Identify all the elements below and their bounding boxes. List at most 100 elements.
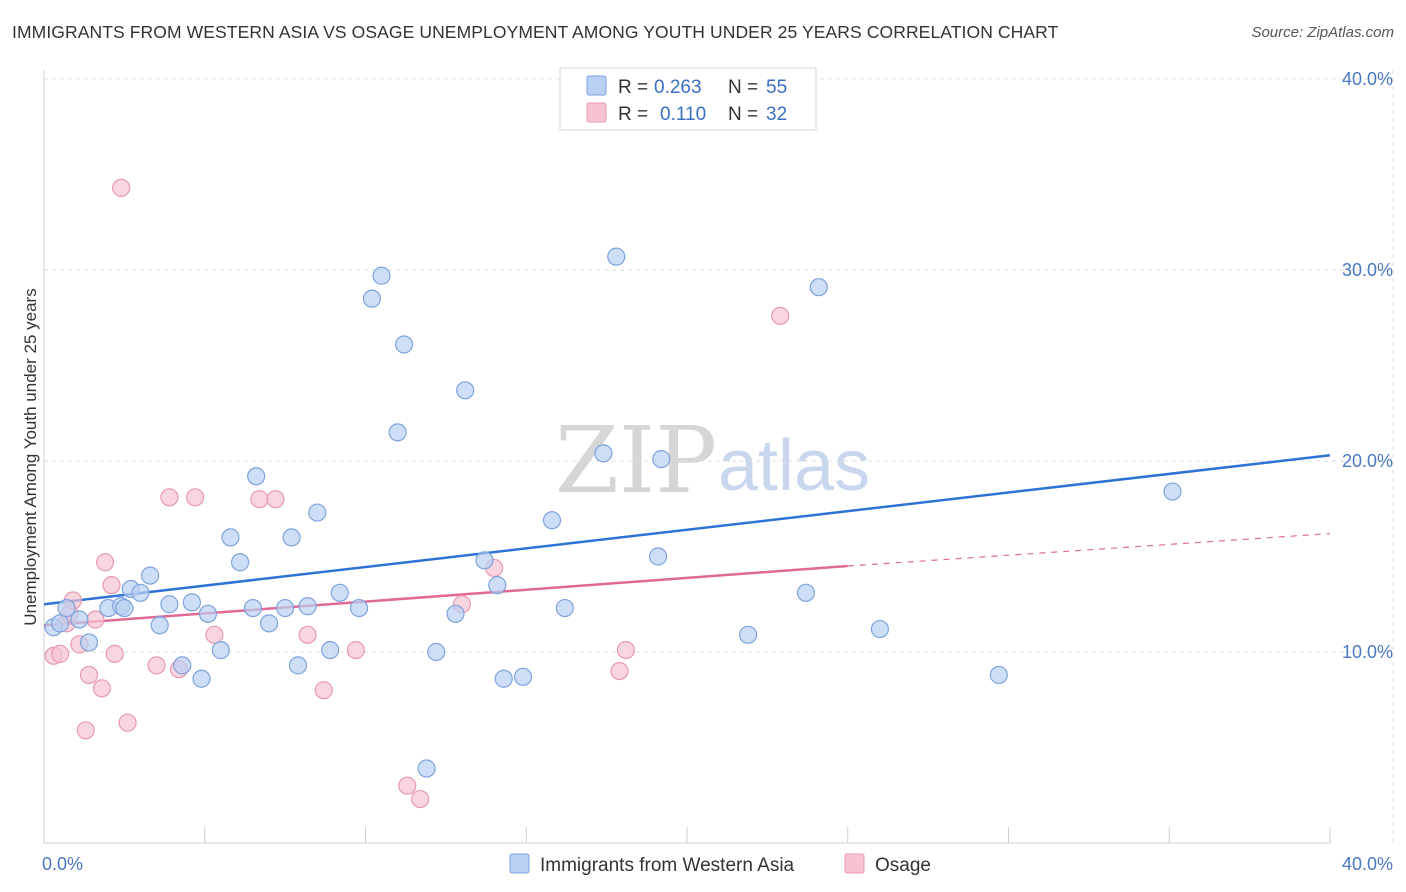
western-asia-point-54	[1163, 482, 1182, 501]
osage-point-12	[76, 721, 95, 740]
western-asia-point-1	[50, 614, 70, 633]
osage-point-30	[616, 640, 636, 660]
western-asia-point-14	[182, 593, 201, 612]
western-asia-point-35	[417, 759, 436, 778]
western-asia-point-37	[446, 604, 465, 623]
trendline-western-asia	[43, 454, 1331, 606]
osage-point-19	[205, 625, 224, 644]
osage-point-8	[92, 679, 111, 698]
series-legend: Immigrants from Western Asia Osage	[509, 853, 931, 876]
osage-point-26	[411, 789, 430, 809]
y-tick-label-10: 10.0%	[1342, 642, 1393, 662]
western-asia-point-7	[115, 598, 134, 618]
osage-point-16	[160, 488, 179, 507]
western-asia-point-9	[131, 583, 150, 602]
western-asia-point-11	[150, 616, 169, 635]
osage-point-10	[102, 576, 121, 595]
western-asia-point-17	[211, 640, 230, 660]
stats-legend: R = 0.263 N = 55 R = 0.110 N = 32	[559, 67, 817, 131]
source-credit: Source: ZipAtlas.com	[1251, 24, 1394, 41]
western-asia-point-52	[870, 619, 890, 639]
western-asia-point-43	[542, 511, 562, 530]
western-asia-point-32	[362, 289, 382, 308]
western-asia-points	[44, 247, 1182, 778]
trendlines	[43, 454, 1331, 627]
chart-title: IMMIGRANTS FROM WESTERN ASIA VS OSAGE UN…	[12, 22, 1059, 42]
western-asia-point-38	[456, 381, 475, 400]
stats-n-label-blue: N =	[728, 77, 758, 98]
stats-swatch-blue	[586, 75, 607, 96]
x-tick-label-min: 0.0%	[42, 854, 83, 874]
western-asia-point-31	[372, 266, 391, 285]
x-tick-label-max: 40.0%	[1342, 854, 1393, 874]
western-asia-point-40	[488, 576, 507, 595]
osage-point-18	[186, 488, 205, 507]
western-asia-point-49	[738, 625, 758, 644]
western-asia-point-15	[192, 669, 211, 688]
y-tick-label-40: 40.0%	[1342, 69, 1393, 89]
osage-point-20	[250, 490, 269, 509]
western-asia-point-16	[198, 604, 218, 623]
osage-point-29	[610, 661, 629, 681]
osage-point-25	[398, 776, 417, 795]
western-asia-point-29	[330, 583, 349, 602]
y-tick-labels: 10.0% 20.0% 30.0% 40.0%	[1342, 69, 1393, 662]
western-asia-point-21	[247, 467, 266, 486]
watermark-atlas: atlas	[718, 426, 870, 506]
western-asia-point-3	[70, 610, 89, 629]
western-asia-point-27	[308, 503, 327, 522]
western-asia-point-42	[513, 667, 533, 686]
western-asia-point-22	[259, 614, 279, 633]
x-ticks	[204, 827, 1331, 843]
osage-point-1	[50, 644, 70, 664]
stats-r-label-pink: R =	[618, 104, 648, 125]
western-asia-point-50	[796, 583, 816, 602]
western-asia-point-46	[607, 247, 626, 266]
stats-r-value-pink: 0.110	[660, 104, 706, 125]
western-asia-point-26	[298, 597, 317, 616]
western-asia-point-33	[388, 423, 407, 442]
stats-r-value-blue: 0.263	[654, 77, 702, 98]
legend-label-osage: Osage	[875, 855, 931, 876]
western-asia-point-2	[57, 598, 76, 618]
western-asia-point-19	[231, 553, 250, 572]
western-asia-point-12	[160, 595, 179, 614]
stats-swatch-pink	[586, 102, 607, 123]
trendline-osage	[43, 564, 848, 627]
stats-n-label-pink: N =	[728, 104, 758, 125]
western-asia-point-25	[288, 656, 308, 675]
western-asia-point-10	[140, 566, 160, 585]
legend-swatch-western-asia	[509, 853, 530, 874]
stats-n-value-pink: 32	[766, 104, 787, 125]
western-asia-point-51	[809, 278, 828, 297]
western-asia-point-23	[276, 598, 295, 618]
y-tick-label-20: 20.0%	[1342, 451, 1393, 471]
western-asia-point-4	[79, 633, 99, 652]
western-asia-point-39	[475, 551, 494, 570]
stats-n-value-blue: 55	[766, 77, 787, 98]
y-tick-label-30: 30.0%	[1342, 260, 1393, 280]
western-asia-point-30	[349, 598, 369, 618]
osage-point-21	[266, 490, 285, 509]
osage-point-6	[79, 665, 99, 685]
y-axis-title: Unemployment Among Youth under 25 years	[21, 288, 40, 625]
osage-point-23	[314, 681, 333, 700]
western-asia-point-41	[494, 669, 513, 688]
legend-label-western-asia: Immigrants from Western Asia	[540, 855, 795, 876]
osage-point-11	[105, 644, 124, 664]
osage-point-14	[112, 178, 131, 197]
western-asia-point-24	[282, 528, 301, 547]
western-asia-point-28	[321, 640, 340, 660]
western-asia-point-20	[243, 598, 263, 618]
legend-swatch-osage	[844, 853, 865, 874]
western-asia-point-34	[394, 335, 414, 354]
osage-point-22	[298, 625, 317, 644]
osage-point-15	[147, 656, 166, 675]
western-asia-point-13	[173, 656, 192, 675]
western-asia-point-48	[648, 547, 668, 566]
osage-point-9	[95, 553, 115, 572]
osage-point-24	[346, 640, 365, 660]
osage-point-31	[771, 306, 790, 325]
stats-r-label-blue: R =	[618, 77, 648, 98]
